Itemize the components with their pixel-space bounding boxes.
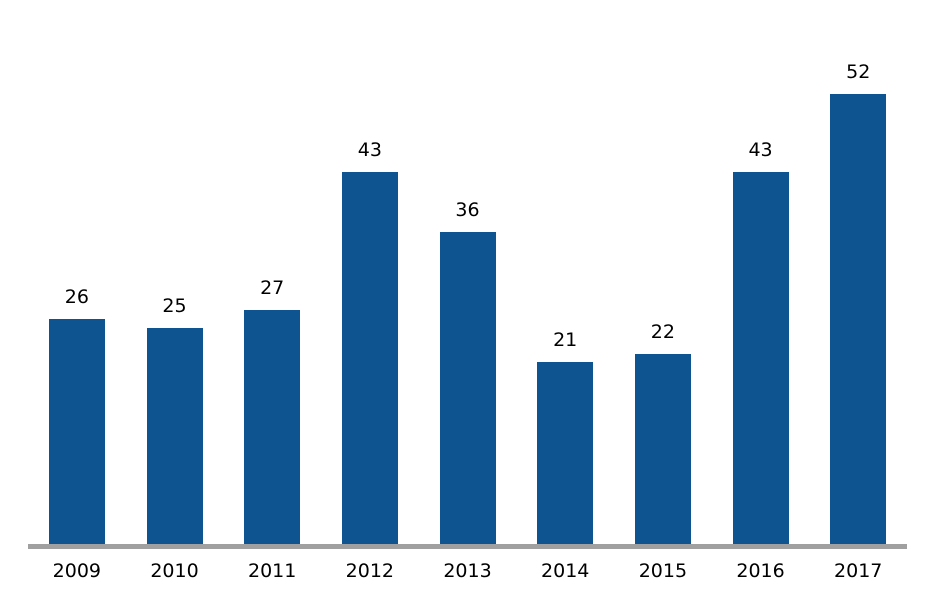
bar-value-label: 21 bbox=[553, 329, 578, 351]
bar-column: 43 bbox=[321, 0, 419, 544]
bar-column: 26 bbox=[28, 0, 126, 544]
bar-column: 27 bbox=[223, 0, 321, 544]
x-axis-tick-label: 2011 bbox=[248, 560, 297, 582]
x-axis-tick-label: 2017 bbox=[834, 560, 883, 582]
bar-value-label: 52 bbox=[846, 61, 871, 83]
bar bbox=[830, 94, 887, 544]
x-axis-tick-labels: 2009 2010 2011 2012 2013 2014 2015 2016 2017 bbox=[28, 560, 907, 583]
bar-value-label: 43 bbox=[357, 139, 382, 161]
bar-column: 43 bbox=[712, 0, 810, 544]
bar-value-label: 22 bbox=[650, 321, 675, 343]
bar bbox=[244, 310, 301, 544]
x-axis-tick-label: 2014 bbox=[541, 560, 590, 582]
bar bbox=[439, 232, 496, 544]
bar-column: 22 bbox=[614, 0, 712, 544]
bar bbox=[341, 172, 398, 544]
bar bbox=[146, 328, 203, 544]
bar-column: 25 bbox=[126, 0, 224, 544]
bar bbox=[634, 354, 691, 544]
bar-column: 21 bbox=[516, 0, 614, 544]
bar bbox=[48, 319, 105, 544]
bar-value-label: 27 bbox=[260, 277, 285, 299]
bar bbox=[537, 362, 594, 544]
x-axis-tick-label: 2015 bbox=[638, 560, 688, 582]
x-axis-tick-label: 2009 bbox=[52, 560, 102, 582]
bar bbox=[732, 172, 789, 544]
bar-value-label: 43 bbox=[748, 139, 773, 161]
bar-value-label: 36 bbox=[455, 199, 480, 221]
bar-value-label: 25 bbox=[162, 295, 187, 317]
bar-column: 36 bbox=[419, 0, 517, 544]
bar-column: 52 bbox=[809, 0, 907, 544]
plot-area: 26 25 27 43 36 21 22 43 52 bbox=[28, 0, 907, 544]
x-axis-tick-label: 2010 bbox=[150, 560, 199, 582]
x-axis-line bbox=[28, 544, 907, 549]
x-axis-tick-label: 2012 bbox=[345, 560, 395, 582]
x-axis-tick-label: 2013 bbox=[443, 560, 492, 582]
bar-value-label: 26 bbox=[64, 286, 89, 308]
x-axis-tick-label: 2016 bbox=[736, 560, 785, 582]
